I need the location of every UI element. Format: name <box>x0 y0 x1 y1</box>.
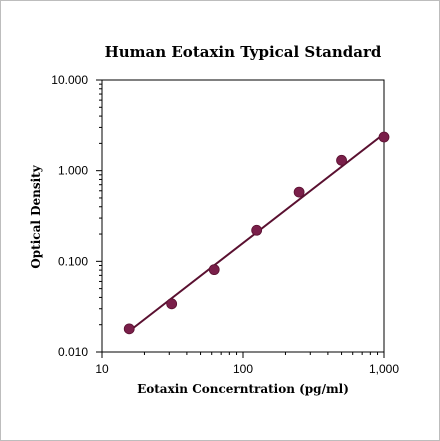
data-point <box>166 298 178 310</box>
y-tick-label: 10.000 <box>51 73 88 87</box>
x-tick-label: 10 <box>95 362 109 376</box>
y-axis-label: Optical Density <box>29 164 43 268</box>
data-markers <box>123 131 390 335</box>
x-tick-label: 1,000 <box>369 362 399 376</box>
data-point <box>251 224 263 236</box>
data-point <box>293 186 305 198</box>
x-tick-label: 100 <box>233 362 253 376</box>
y-tick-label: 0.100 <box>58 254 88 268</box>
x-axis-label: Eotaxin Concerntration (pg/ml) <box>137 382 349 396</box>
y-tick-label: 0.010 <box>58 345 88 359</box>
chart-title: Human Eotaxin Typical Standard <box>105 43 382 61</box>
y-axis-ticks: 0.010 0.100 1.000 10.000 <box>51 73 102 359</box>
y-tick-label: 1.000 <box>58 164 88 178</box>
data-point <box>208 264 220 276</box>
data-point <box>378 131 390 143</box>
data-point <box>123 323 135 335</box>
data-point <box>336 154 347 166</box>
x-axis-ticks: 10 100 1,000 <box>95 352 399 376</box>
